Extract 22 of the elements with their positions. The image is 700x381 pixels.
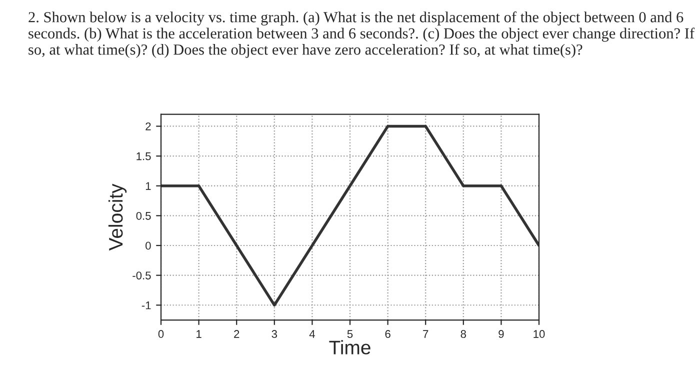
y-tick-label: 1 [146, 182, 151, 190]
y-tick-label: -1 [142, 302, 151, 310]
y-tick-label: 0 [146, 242, 151, 250]
x-tick-label: 5 [347, 330, 353, 338]
y-axis-title: Velocity [108, 184, 127, 251]
x-tick-label: 1 [196, 330, 202, 338]
x-tick-label: 7 [423, 330, 428, 338]
x-tick-label: 3 [272, 330, 277, 338]
x-tick-label: 8 [460, 330, 466, 338]
x-tick-label: 0 [158, 330, 164, 338]
line-series [161, 124, 539, 307]
y-tick-label: 1.5 [136, 152, 151, 160]
y-tick-label: 0.5 [136, 212, 151, 220]
y-tick-label: 2 [146, 122, 151, 130]
y-tick-label: -0.5 [132, 272, 151, 280]
x-tick-label: 9 [498, 330, 504, 338]
x-tick-label: 6 [385, 330, 390, 338]
x-tick-label: 4 [309, 330, 315, 338]
x-axis-title: Time [329, 340, 370, 354]
x-tick-label: 10 [534, 330, 545, 338]
x-tick-label: 2 [234, 330, 240, 338]
chart-title: 2. Shown below is a velocity vs. time graph. (a) What is the net displacement of the object between 0 and 6 seconds. (b) What is the acceleration between 3 and 6 seconds?. (c) Does the object ever change direction? If so, at what time(s)? (d) Does the object ever have zero acceleration? If so, at what time(s)? [28, 11, 695, 58]
